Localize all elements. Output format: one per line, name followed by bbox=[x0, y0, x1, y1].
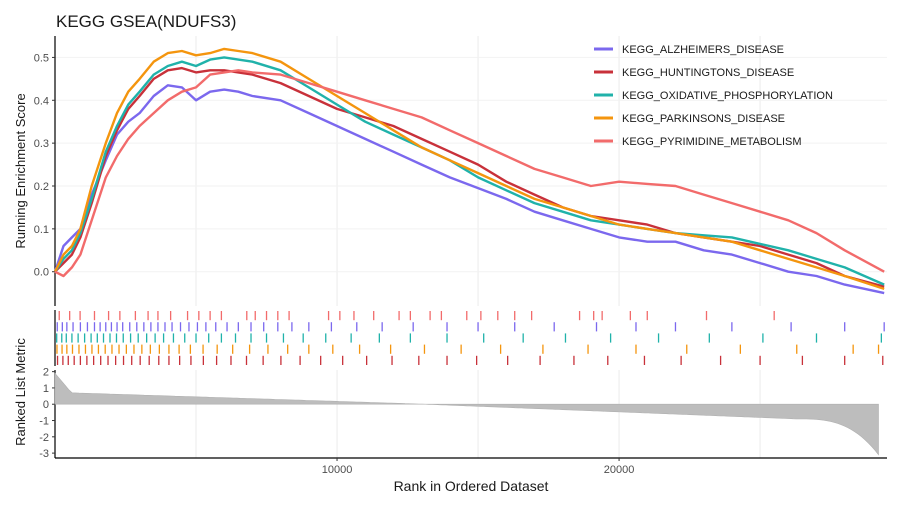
y-tick-label: 0.5 bbox=[34, 52, 49, 64]
y-tick-label: 0.2 bbox=[34, 181, 49, 193]
series-lines bbox=[53, 47, 885, 295]
legend-label: KEGG_PYRIMIDINE_METABOLISM bbox=[622, 136, 802, 148]
x-axis-label: Rank in Ordered Dataset bbox=[394, 478, 549, 494]
legend-label: KEGG_PARKINSONS_DISEASE bbox=[622, 113, 785, 125]
metric-axis-label: Ranked List Metric bbox=[13, 338, 28, 446]
series-line-kegg-parkinsons-disease bbox=[53, 47, 885, 291]
hit-row-kegg-alzheimers-disease bbox=[56, 322, 885, 332]
y-tick-label: 0.0 bbox=[34, 267, 49, 279]
legend-label: KEGG_ALZHEIMERS_DISEASE bbox=[622, 44, 784, 56]
metric-tick-label: 1 bbox=[43, 383, 49, 395]
hit-row-kegg-oxidative-phosphorylation bbox=[56, 333, 883, 343]
hit-row-kegg-huntingtons-disease bbox=[56, 355, 884, 365]
legend: KEGG_ALZHEIMERS_DISEASE KEGG_HUNTINGTONS_… bbox=[594, 44, 833, 148]
metric-tick-label: -1 bbox=[39, 416, 49, 428]
y-tick-label: 0.4 bbox=[34, 95, 49, 107]
x-tick-label: 20000 bbox=[604, 464, 635, 476]
y-axis-label: Running Enrichment Score bbox=[13, 93, 28, 248]
hit-row-kegg-parkinsons-disease bbox=[56, 344, 880, 354]
legend-label: KEGG_HUNTINGTONS_DISEASE bbox=[622, 67, 794, 79]
metric-tick-label: -2 bbox=[39, 432, 49, 444]
metric-tick-label: 2 bbox=[43, 367, 49, 379]
y-tick-label: 0.3 bbox=[34, 138, 49, 150]
legend-label: KEGG_OXIDATIVE_PHOSPHORYLATION bbox=[622, 90, 833, 102]
x-tick-label: 10000 bbox=[322, 464, 353, 476]
chart-title: KEGG GSEA(NDUFS3) bbox=[56, 12, 236, 31]
metric-tick-label: -3 bbox=[39, 448, 49, 460]
ranked-metric-area bbox=[54, 372, 879, 456]
y-tick-label: 0.1 bbox=[34, 224, 49, 236]
series-line-kegg-pyrimidine-metabolism bbox=[54, 69, 885, 278]
metric-tick-label: 0 bbox=[43, 399, 49, 411]
series-line-kegg-alzheimers-disease bbox=[53, 84, 885, 295]
hit-row-kegg-pyrimidine-metabolism bbox=[58, 311, 775, 321]
series-line-kegg-oxidative-phosphorylation bbox=[54, 56, 885, 286]
